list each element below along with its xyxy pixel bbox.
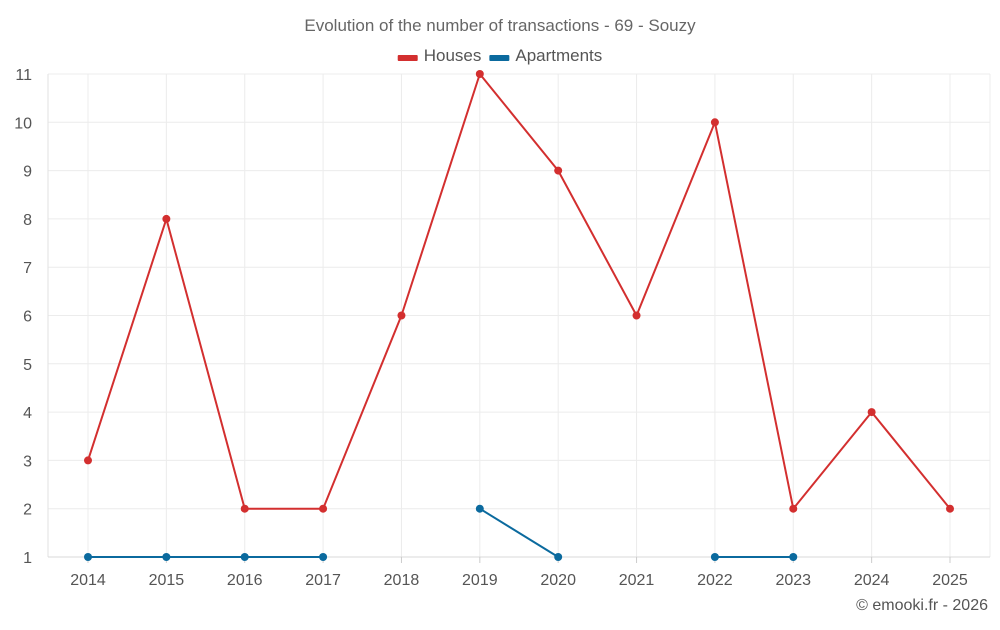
data-point-apartments[interactable] [162, 553, 171, 561]
x-axis: 2014 2015 2016 2017 2018 2019 2020 2021 2022 2023… [70, 557, 968, 589]
chart-title: Evolution of the number of transactions … [304, 16, 696, 35]
legend-item-houses[interactable]: Houses [397, 46, 482, 65]
grid-lines [47, 73, 991, 558]
y-tick-label: 9 [23, 164, 32, 181]
legend[interactable]: Houses Apartments [397, 46, 603, 65]
legend-swatch [489, 55, 510, 61]
data-point-houses[interactable] [397, 311, 406, 320]
y-tick-label: 11 [15, 67, 32, 84]
y-tick-label: 5 [23, 357, 32, 374]
series-line-apartments [479, 507, 559, 558]
data-point-houses[interactable] [240, 504, 249, 513]
data-point-houses[interactable] [946, 504, 954, 513]
x-tick-label: 2023 [775, 572, 811, 589]
data-point-houses[interactable] [632, 311, 641, 320]
data-point-apartments[interactable] [84, 553, 92, 561]
y-tick-label: 2 [23, 502, 32, 519]
y-tick-label: 10 [14, 115, 32, 132]
series-houses [84, 70, 954, 513]
data-point-apartments[interactable] [319, 553, 328, 561]
x-tick-label: 2015 [149, 572, 185, 589]
series-line-houses [87, 73, 951, 510]
y-tick-label: 6 [23, 309, 32, 326]
data-point-houses[interactable] [867, 408, 876, 417]
x-tick-label: 2017 [305, 572, 341, 589]
y-tick-label: 1 [23, 550, 32, 567]
legend-item-apartments[interactable]: Apartments [489, 46, 602, 65]
data-point-apartments[interactable] [554, 553, 563, 561]
data-point-apartments[interactable] [710, 553, 719, 561]
x-tick-label: 2025 [932, 572, 968, 589]
series-layer [84, 70, 954, 561]
data-point-houses[interactable] [162, 214, 171, 223]
data-point-houses[interactable] [319, 504, 328, 513]
data-point-houses[interactable] [789, 504, 798, 513]
legend-label: Apartments [515, 46, 602, 65]
y-tick-label: 4 [23, 405, 32, 422]
x-tick-label: 2024 [854, 572, 890, 589]
data-point-houses[interactable] [710, 118, 719, 127]
x-tick-label: 2018 [384, 572, 420, 589]
x-tick-label: 2020 [540, 572, 576, 589]
x-tick-label: 2016 [227, 572, 263, 589]
data-point-houses[interactable] [475, 70, 484, 78]
x-tick-label: 2021 [619, 572, 655, 589]
x-tick-label: 2019 [462, 572, 498, 589]
y-tick-label: 8 [23, 212, 32, 229]
legend-swatch [397, 55, 418, 61]
y-tick-label: 7 [23, 260, 32, 277]
data-point-houses[interactable] [84, 456, 92, 465]
series-apartments [84, 504, 798, 561]
y-tick-label: 3 [23, 453, 32, 470]
data-point-apartments[interactable] [475, 504, 484, 513]
legend-label: Houses [424, 46, 482, 65]
data-point-apartments[interactable] [240, 553, 249, 561]
y-axis: 1 2 3 4 5 6 7 8 9 10 11 [14, 67, 32, 567]
x-tick-label: 2014 [70, 572, 106, 589]
x-tick-label: 2022 [697, 572, 733, 589]
data-point-apartments[interactable] [789, 553, 798, 561]
data-point-houses[interactable] [554, 166, 563, 175]
footer-credit: © emooki.fr - 2026 [856, 597, 988, 614]
